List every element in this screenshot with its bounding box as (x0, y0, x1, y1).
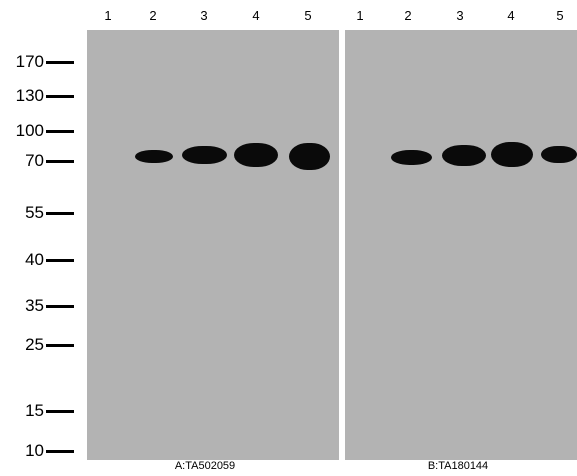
marker-tick-10 (46, 450, 74, 453)
marker-tick-15 (46, 410, 74, 413)
lane-number-a-3: 3 (200, 8, 208, 23)
band-a-lane-2 (135, 150, 173, 163)
band-a-lane-3 (182, 146, 227, 164)
marker-label-25: 25 (25, 335, 44, 354)
marker-tick-35 (46, 305, 74, 308)
band-a-lane-4 (234, 143, 278, 167)
caption-panel-b: B:TA180144 (427, 460, 489, 472)
lane-number-b-2: 2 (404, 8, 412, 23)
marker-label-35: 35 (25, 296, 44, 315)
marker-tick-130 (46, 95, 74, 98)
marker-tick-55 (46, 212, 74, 215)
marker-label-40: 40 (25, 250, 44, 269)
lane-number-b-1: 1 (356, 8, 364, 23)
marker-tick-40 (46, 259, 74, 262)
marker-label-170: 170 (15, 52, 44, 71)
blot-panel-b (345, 30, 577, 460)
caption-panel-a: A:TA502059 (174, 460, 236, 472)
marker-tick-170 (46, 61, 74, 64)
marker-label-130: 130 (15, 86, 44, 105)
lane-number-b-4: 4 (507, 8, 515, 23)
lane-number-a-5: 5 (304, 8, 312, 23)
marker-label-10: 10 (25, 441, 44, 460)
lane-number-a-1: 1 (104, 8, 112, 23)
lane-number-a-2: 2 (149, 8, 157, 23)
marker-label-100: 100 (15, 121, 44, 140)
lane-number-b-3: 3 (456, 8, 464, 23)
marker-tick-70 (46, 160, 74, 163)
band-b-lane-3 (442, 145, 486, 166)
lane-number-b-5: 5 (556, 8, 564, 23)
marker-tick-100 (46, 130, 74, 133)
band-a-lane-5 (289, 143, 330, 170)
band-b-lane-2 (391, 150, 432, 165)
band-b-lane-5 (541, 146, 577, 163)
marker-label-55: 55 (25, 203, 44, 222)
band-b-lane-4 (491, 142, 533, 167)
marker-tick-25 (46, 344, 74, 347)
blot-panel-a (87, 30, 339, 460)
lane-number-a-4: 4 (252, 8, 260, 23)
marker-label-15: 15 (25, 401, 44, 420)
marker-label-70: 70 (25, 151, 44, 170)
